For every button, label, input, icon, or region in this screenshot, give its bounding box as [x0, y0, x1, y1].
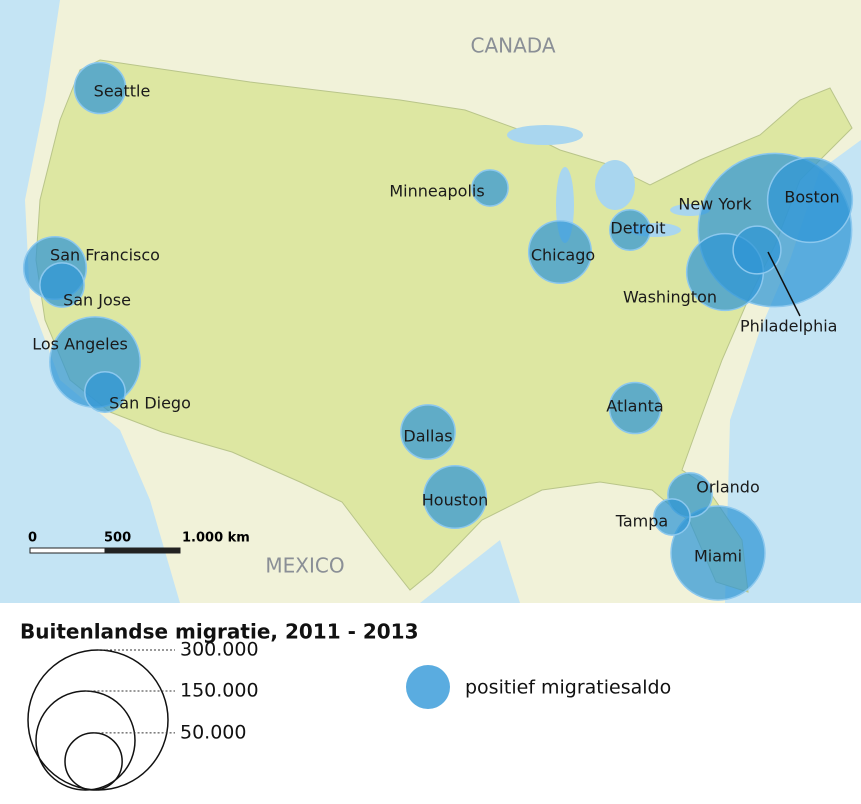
city-label: Dallas [403, 427, 452, 446]
city-bubble [73, 61, 127, 115]
city-bubble [670, 505, 766, 601]
city-bubble [39, 262, 85, 308]
city-bubble [653, 498, 691, 536]
city-bubble [608, 381, 662, 435]
city-label: Boston [784, 188, 839, 207]
city-label: Orlando [696, 478, 760, 497]
size-legend: 300.000 150.000 50.000 [27, 639, 259, 791]
city-label: Miami [694, 547, 742, 566]
city-bubble [766, 156, 854, 244]
city-labels: New York Boston Washington Philadelphia Seat… [32, 82, 839, 566]
scale-bar: 0 500 1.000 km [28, 531, 250, 554]
scale-label: 0 [28, 531, 37, 546]
city-label: Atlanta [606, 397, 663, 416]
city-label: Houston [422, 491, 489, 510]
leader-line [767, 251, 801, 317]
legend-size-label: 150.000 [180, 680, 259, 702]
scale-label: 1.000 km [182, 531, 250, 546]
city-label: Detroit [610, 219, 665, 238]
bubbles [22, 61, 854, 601]
lake [507, 125, 583, 145]
city-bubble [84, 371, 126, 413]
city-label: Philadelphia [740, 317, 837, 336]
scale-segment [104, 547, 181, 554]
scale-segment [29, 547, 106, 554]
city-bubble [527, 219, 593, 285]
city-label: San Jose [63, 291, 131, 310]
scale-label: 500 [104, 531, 131, 546]
legend-circle [64, 732, 123, 791]
city-label: Tampa [615, 512, 668, 531]
city-label: Seattle [94, 82, 151, 101]
color-swatch [406, 665, 450, 709]
legend-size-label: 50.000 [180, 721, 246, 743]
city-label: Washington [623, 288, 717, 307]
country-label: CANADA [470, 34, 555, 58]
city-bubble [732, 225, 782, 275]
city-bubble [609, 209, 651, 251]
city-label: Los Angeles [32, 335, 128, 354]
city-label: San Diego [109, 394, 191, 413]
legend-title: Buitenlandse migratie, 2011 - 2013 [20, 620, 419, 644]
city-bubble [400, 404, 456, 460]
city-bubble [422, 464, 488, 530]
color-label: positief migratiesaldo [465, 677, 671, 699]
city-bubble [471, 169, 509, 207]
legend-circle [27, 649, 169, 791]
country-label: MEXICO [265, 554, 344, 578]
lake [595, 160, 635, 210]
legend-circle [35, 690, 136, 791]
city-label: Minneapolis [389, 182, 484, 201]
city-label: Chicago [531, 246, 595, 265]
city-label: New York [678, 195, 752, 214]
legend-size-label: 300.000 [180, 639, 259, 661]
city-label: San Francisco [50, 246, 160, 265]
